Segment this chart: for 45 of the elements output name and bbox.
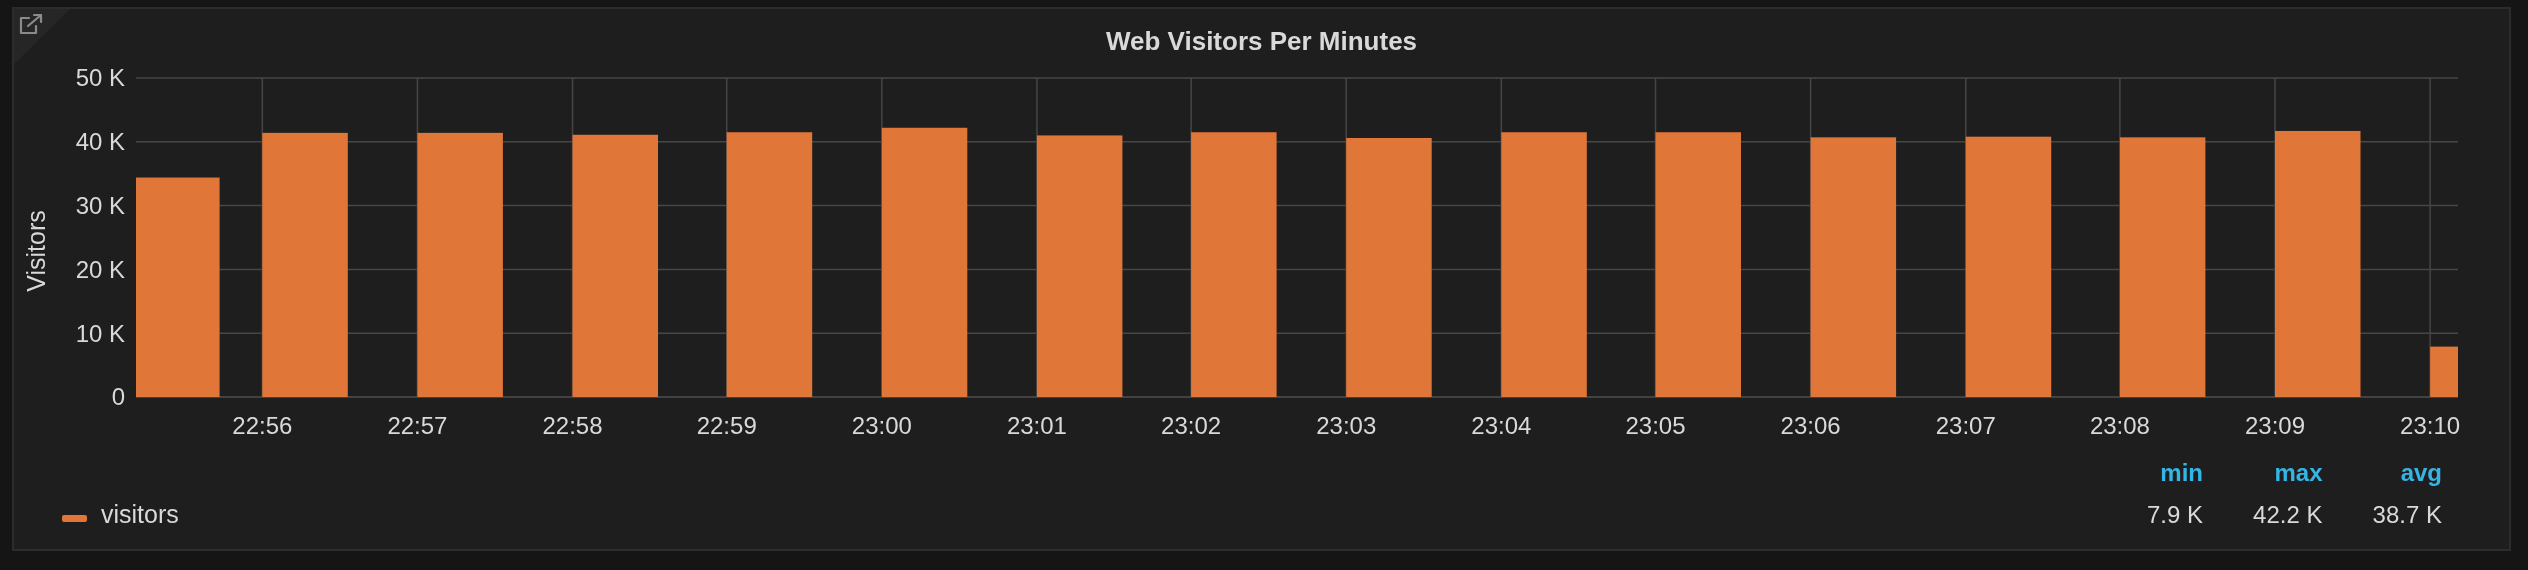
text: 7.9 K <box>2146 501 2203 528</box>
x-tick-label: 23:03 <box>1316 412 1377 439</box>
bar <box>262 132 348 397</box>
x-tick-label: 23:10 <box>2400 412 2461 439</box>
x-tick-label: 22:56 <box>232 412 293 439</box>
bar <box>572 134 659 397</box>
x-tick-label: 23:00 <box>851 412 912 439</box>
x-tick-label: 22:59 <box>696 412 757 439</box>
bar <box>1036 135 1123 397</box>
x-tick-label: 23:08 <box>2089 412 2150 439</box>
bar <box>1655 132 1741 397</box>
x-tick-label: 23:02 <box>1161 412 1222 439</box>
y-tick-label: 50 K <box>75 64 125 92</box>
text: avg <box>2400 459 2442 486</box>
x-tick-label: 22:58 <box>542 412 603 439</box>
text: min <box>2160 459 2203 486</box>
bar <box>726 132 813 397</box>
bar <box>1810 137 1897 397</box>
chart-title: Web Visitors Per Minutes <box>1105 26 1418 56</box>
text: 42.2 K <box>2253 501 2323 528</box>
bar <box>1965 136 2052 397</box>
y-tick-label: 0 <box>111 383 125 411</box>
text: 38.7 K <box>2372 501 2442 528</box>
bar <box>2275 130 2361 397</box>
y-tick-label: 20 K <box>75 255 125 283</box>
legend-label: visitors <box>101 500 179 528</box>
x-tick-label: 23:05 <box>1625 412 1686 439</box>
text: max <box>2274 459 2324 486</box>
y-tick-label: 40 K <box>75 128 125 156</box>
y-tick-label: 10 K <box>75 319 125 347</box>
bar <box>136 177 220 397</box>
x-tick-label: 23:04 <box>1471 412 1532 439</box>
bar <box>1501 132 1587 397</box>
x-tick-label: 23:06 <box>1780 412 1841 439</box>
bar <box>417 132 503 397</box>
x-tick-label: 23:09 <box>2245 412 2306 439</box>
y-axis-title: Visitors <box>22 210 50 292</box>
x-tick-label: 23:07 <box>1935 412 1996 439</box>
bar <box>1191 132 1277 397</box>
x-tick-label: 22:57 <box>387 412 448 439</box>
y-tick-label: 30 K <box>75 192 125 219</box>
bar <box>1346 137 1432 397</box>
x-tick-label: 23:01 <box>1006 412 1067 439</box>
bar <box>2119 137 2206 397</box>
bar <box>881 127 968 397</box>
